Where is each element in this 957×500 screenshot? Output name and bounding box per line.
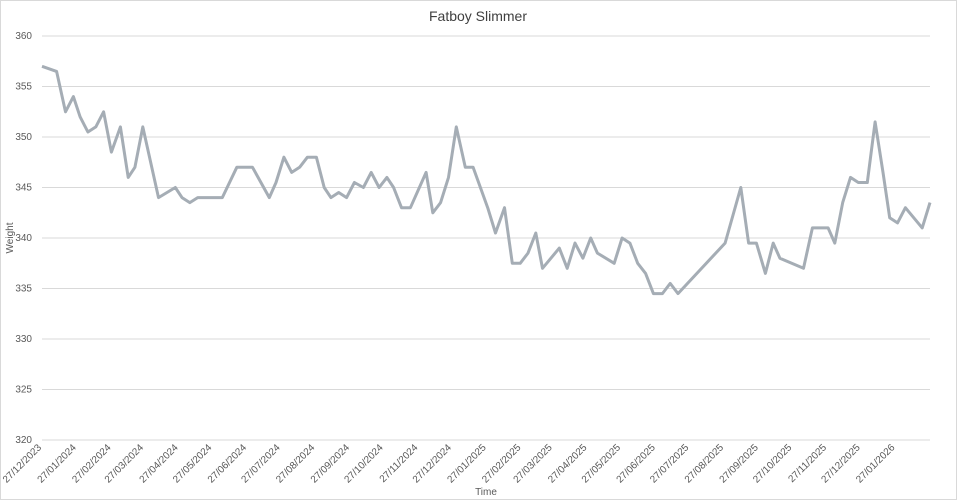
x-axis-title: Time — [475, 487, 497, 498]
y-tick-label: 325 — [15, 385, 32, 396]
y-tick-label: 355 — [15, 82, 32, 93]
y-axis-title: Weight — [5, 222, 16, 253]
y-tick-label: 335 — [15, 284, 32, 295]
y-tick-label: 320 — [15, 435, 32, 446]
y-tick-label: 350 — [15, 132, 32, 143]
y-tick-label: 345 — [15, 183, 32, 194]
y-tick-label: 330 — [15, 334, 32, 345]
data-line — [41, 64, 932, 296]
y-tick-label: 340 — [15, 233, 32, 244]
y-tick-label: 360 — [15, 31, 32, 42]
chart-title: Fatboy Slimmer — [429, 8, 527, 24]
